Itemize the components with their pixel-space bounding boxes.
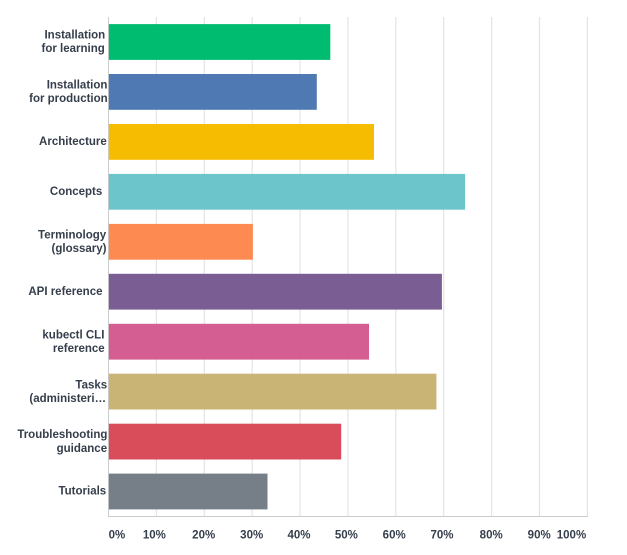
svg-text:0%: 0%	[109, 530, 126, 542]
svg-text:for learning: for learning	[42, 43, 105, 55]
svg-text:Architecture: Architecture	[39, 136, 107, 148]
svg-text:Terminology: Terminology	[38, 229, 107, 241]
svg-text:for production: for production	[29, 93, 108, 105]
svg-text:60%: 60%	[383, 530, 406, 542]
svg-text:kubectl CLI: kubectl CLI	[42, 329, 104, 341]
svg-text:10%: 10%	[143, 530, 166, 542]
svg-text:20%: 20%	[192, 530, 215, 542]
svg-text:Concepts: Concepts	[50, 186, 102, 198]
svg-text:Installation: Installation	[47, 80, 108, 92]
svg-text:70%: 70%	[430, 530, 453, 542]
svg-text:guidance: guidance	[57, 443, 107, 455]
svg-text:80%: 80%	[480, 530, 503, 542]
svg-text:50%: 50%	[335, 530, 358, 542]
svg-text:Tasks: Tasks	[75, 379, 107, 391]
svg-text:(glossary): (glossary)	[52, 243, 107, 255]
svg-text:(administeri…: (administeri…	[29, 393, 106, 405]
svg-text:Tutorials: Tutorials	[58, 485, 106, 497]
svg-text:Installation: Installation	[44, 30, 105, 42]
svg-text:90%: 90%	[528, 530, 551, 542]
svg-text:reference: reference	[53, 343, 105, 355]
svg-text:30%: 30%	[240, 530, 263, 542]
svg-text:40%: 40%	[287, 530, 310, 542]
svg-text:100%: 100%	[557, 530, 586, 542]
svg-text:Troubleshooting: Troubleshooting	[17, 429, 107, 441]
svg-text:API reference: API reference	[28, 286, 102, 298]
